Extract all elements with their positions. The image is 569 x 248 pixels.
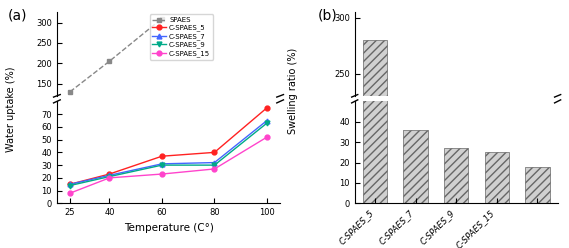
Text: (b): (b) — [318, 8, 338, 22]
Text: Water uptake (%): Water uptake (%) — [6, 66, 16, 152]
Bar — [525, 167, 550, 203]
Bar — [363, 0, 387, 203]
Bar — [444, 148, 468, 203]
X-axis label: Temperature (C°): Temperature (C°) — [123, 223, 213, 233]
Bar — [363, 40, 387, 248]
Text: (a): (a) — [8, 8, 27, 22]
Bar — [485, 152, 509, 203]
Legend: SPAES, C-SPAES_5, C-SPAES_7, C-SPAES_9, C-SPAES_15: SPAES, C-SPAES_5, C-SPAES_7, C-SPAES_9, … — [150, 14, 213, 60]
Bar — [403, 130, 428, 203]
Y-axis label: Swelling ratio (%): Swelling ratio (%) — [288, 48, 298, 134]
